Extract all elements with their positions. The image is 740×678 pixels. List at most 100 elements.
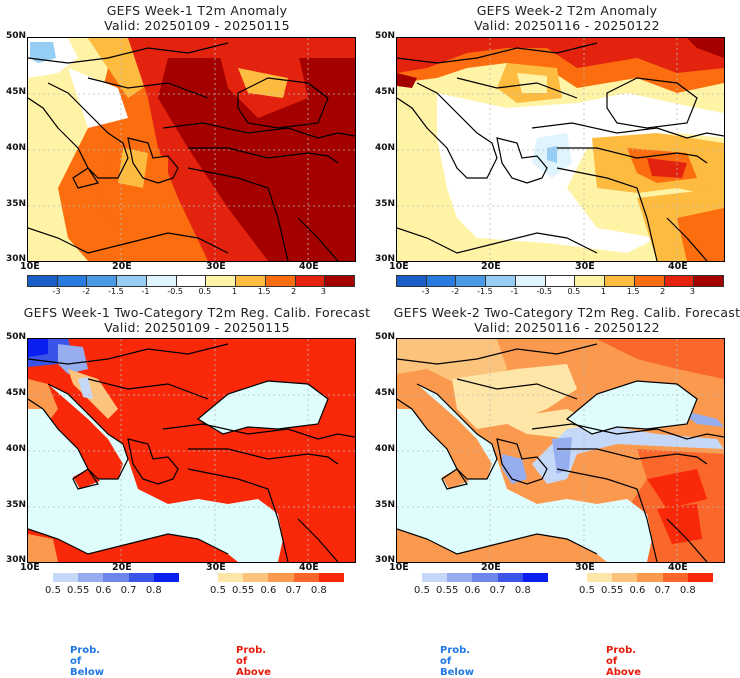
colorbar-swatch	[128, 573, 154, 582]
panel-valid-dates: Valid: 20250109 - 20250115	[104, 320, 290, 335]
colorbar-tick-label: 0.55	[601, 585, 624, 596]
colorbar-tick-label: 0.8	[310, 585, 327, 596]
colorbar-swatch	[486, 276, 516, 286]
map-week2-anomaly	[396, 37, 725, 262]
colorbar-swatch	[447, 573, 473, 582]
lat-label: 50N	[374, 31, 395, 41]
map-canvas	[397, 339, 724, 562]
panel-title: GEFS Week-1 T2m Anomaly	[106, 3, 288, 18]
colorbar-tick-label: 0.55	[232, 585, 255, 596]
lat-label: 45N	[5, 87, 26, 97]
colorbar-swatch	[545, 276, 576, 286]
prob-above-colorbar	[218, 573, 345, 582]
map-canvas	[397, 38, 724, 261]
panel-title: GEFS Week-2 T2m Anomaly	[476, 3, 658, 18]
lon-label: 10E	[20, 562, 40, 573]
colorbar-tick-label: 0.6	[95, 585, 112, 596]
lon-label: 10E	[389, 562, 409, 573]
colorbar-tick-label: 1	[600, 287, 606, 296]
lon-label: 30E	[575, 261, 595, 272]
map-week1-probability	[27, 338, 356, 563]
colorbar-tick-label: -0.5	[167, 287, 183, 296]
colorbar-swatch	[153, 573, 180, 582]
colorbar-tick-label: -1.5	[108, 287, 124, 296]
colorbar-tick-label: 1.5	[257, 287, 271, 296]
colorbar-swatch	[605, 276, 635, 286]
colorbar-tick-label: 1	[231, 287, 237, 296]
colorbar-tick-label: -0.5	[536, 287, 552, 296]
colorbar-swatch	[397, 276, 427, 286]
colorbar-swatch	[426, 276, 457, 286]
colorbar-tick-label: 3	[320, 287, 326, 296]
colorbar-swatch	[612, 573, 638, 582]
colorbar-swatch	[472, 573, 498, 582]
lat-label: 30N	[5, 555, 26, 565]
lon-label: 20E	[112, 562, 132, 573]
colorbar-swatch	[293, 573, 319, 582]
lat-label: 30N	[5, 254, 26, 264]
colorbar-tick-label: 0.5	[210, 585, 226, 596]
colorbar-swatch	[637, 573, 663, 582]
colorbar-tick-label: 0.8	[514, 585, 531, 596]
colorbar-swatch	[634, 276, 665, 286]
colorbar-swatch	[268, 573, 294, 582]
colorbar-swatch	[117, 276, 147, 286]
colorbar-swatch	[218, 573, 244, 582]
lat-label: 35N	[5, 500, 26, 510]
lon-label: 30E	[206, 261, 226, 272]
lon-label: 10E	[389, 261, 409, 272]
colorbar-tick-label: 0.6	[629, 585, 646, 596]
lon-label: 40E	[299, 261, 319, 272]
colorbar-swatch	[497, 573, 523, 582]
colorbar-tick-label: 1.5	[626, 287, 640, 296]
lon-label: 30E	[206, 562, 226, 573]
lat-label: 45N	[5, 388, 26, 398]
colorbar-swatch	[687, 573, 714, 582]
colorbar-tick-label: 0.7	[489, 585, 506, 596]
panel-valid-dates: Valid: 20250116 - 20250122	[474, 320, 660, 335]
colorbar-swatch	[265, 276, 296, 286]
lon-label: 40E	[668, 261, 688, 272]
colorbar-swatch	[515, 276, 546, 286]
colorbar-swatch	[236, 276, 266, 286]
colorbar-tick-label: 0.6	[464, 585, 481, 596]
colorbar-tick-label: -3	[52, 287, 61, 296]
lon-label: 20E	[481, 261, 501, 272]
colorbar-swatch	[103, 573, 129, 582]
lat-label: 35N	[374, 500, 395, 510]
lat-label: 40N	[374, 143, 395, 153]
colorbar-tick-label: 0.5	[567, 287, 581, 296]
colorbar-swatch	[28, 276, 58, 286]
colorbar-swatch	[587, 573, 613, 582]
lat-label: 50N	[5, 332, 26, 342]
colorbar-tick-label: -1.5	[477, 287, 493, 296]
lat-label: 35N	[5, 199, 26, 209]
colorbar-swatch	[318, 573, 345, 582]
colorbar-swatch	[422, 573, 448, 582]
lat-label: 40N	[5, 444, 26, 454]
colorbar-swatch	[206, 276, 237, 286]
panel-title: GEFS Week-2 Two-Category T2m Reg. Calib.…	[393, 305, 740, 320]
colorbar-tick-label: 0.6	[260, 585, 277, 596]
colorbar-tick-label: -3	[421, 287, 430, 296]
panel-title: GEFS Week-1 Two-Category T2m Reg. Calib.…	[23, 305, 371, 320]
colorbar-tick-label: -1	[141, 287, 150, 296]
colorbar-swatch	[78, 573, 104, 582]
colorbar-tick-label: -1	[510, 287, 519, 296]
colorbar-tick-label: 3	[689, 287, 695, 296]
anomaly-colorbar	[396, 275, 724, 287]
colorbar-tick-label: 0.8	[679, 585, 696, 596]
lat-label: 40N	[374, 444, 395, 454]
prob-below-colorbar	[53, 573, 180, 582]
colorbar-swatch	[664, 276, 695, 286]
colorbar-tick-label: 0.7	[285, 585, 302, 596]
lon-label: 40E	[668, 562, 688, 573]
panel-valid-dates: Valid: 20250109 - 20250115	[104, 18, 290, 33]
colorbar-tick-label: 0.5	[414, 585, 430, 596]
colorbar-tick-label: 0.5	[198, 287, 212, 296]
colorbar-tick-label: -2	[82, 287, 91, 296]
lat-label: 45N	[374, 388, 395, 398]
lat-label: 35N	[374, 199, 395, 209]
colorbar-swatch	[146, 276, 177, 286]
map-canvas	[28, 339, 355, 562]
